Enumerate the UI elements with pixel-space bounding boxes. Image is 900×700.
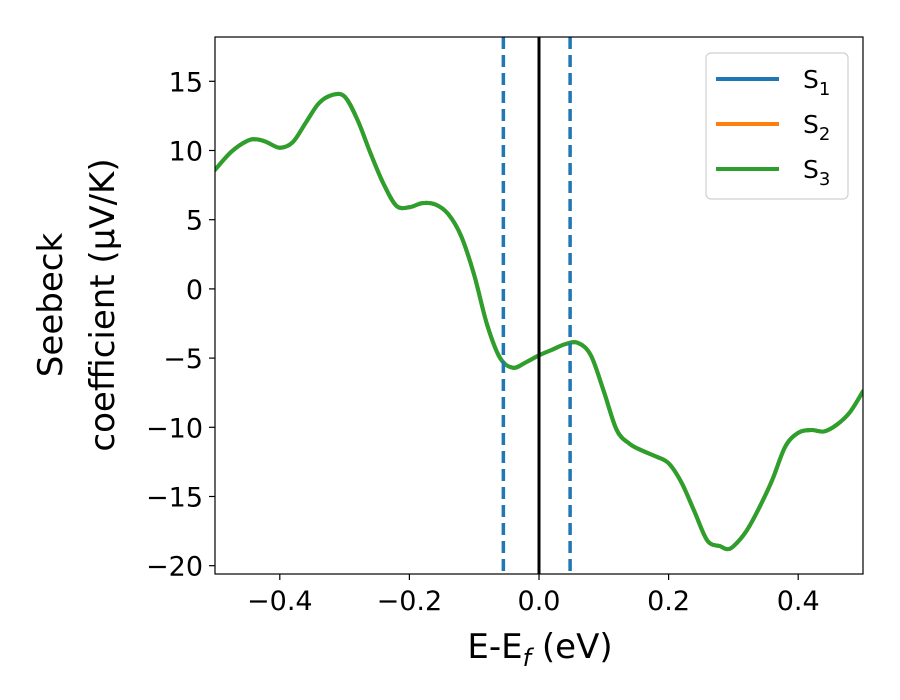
y-axis-label-line1: Seebeck [31,233,71,378]
legend-label-s3: S3 [803,155,830,190]
y-tick-label: 5 [186,206,203,237]
reference-lines [501,37,572,574]
y-tick-label: 10 [169,136,203,167]
x-tick-label: −0.4 [247,586,313,617]
y-tick-label: −10 [146,413,203,444]
y-tick-label: 0 [186,275,203,306]
series-layer [215,91,863,552]
legend-label-s2: S2 [803,110,830,145]
y-axis: 15 10 5 0 −5 −10 −15 −20 [146,67,215,583]
y-axis-label-line2: coefficient (μV/K) [83,158,123,451]
x-tick-label: 0.4 [777,586,820,617]
x-tick-label: 0.2 [647,586,690,617]
y-tick-label: −20 [146,552,203,583]
legend: S1 S2 S3 [705,52,849,200]
series-line-s3 [215,91,863,552]
x-axis-label: E-Ef (eV) [467,627,612,672]
legend-label-s1: S1 [803,65,830,100]
x-tick-label: −0.2 [377,586,443,617]
y-tick-label: −15 [146,482,203,513]
x-axis: −0.4 −0.2 0.0 0.2 0.4 [247,574,820,617]
y-tick-label: −5 [163,344,203,375]
x-tick-label: 0.0 [518,586,561,617]
y-tick-label: 15 [169,67,203,98]
